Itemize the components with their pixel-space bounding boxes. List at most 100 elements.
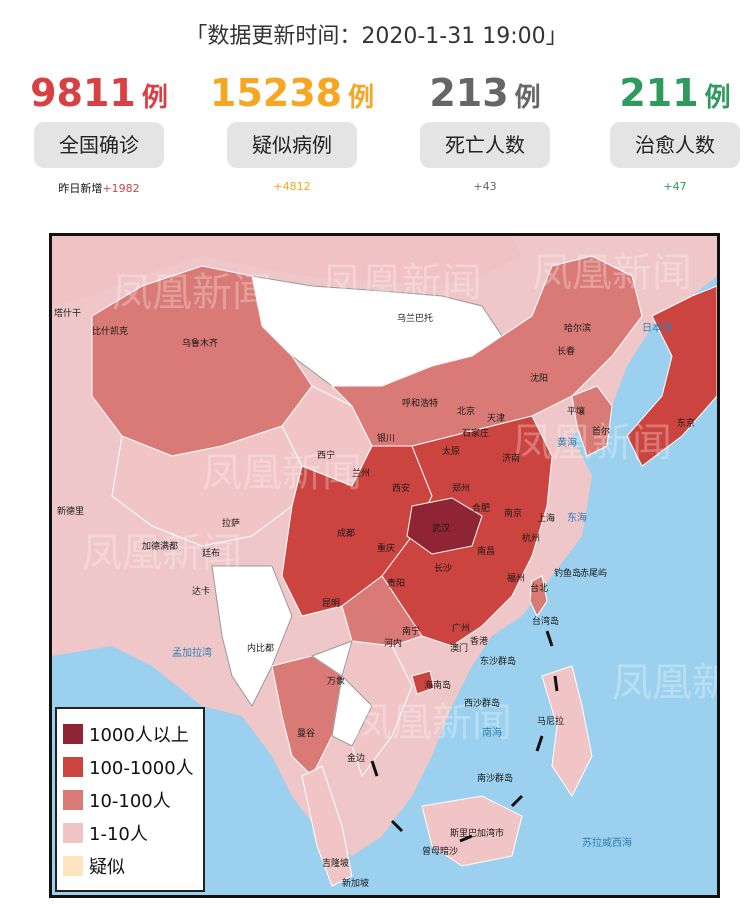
sea-east-china: 东海 [567, 511, 587, 524]
taiwan-region [529, 575, 548, 618]
city-pyongyang: 平壤 [567, 405, 585, 417]
japan-region [626, 285, 717, 467]
sea-bengal: 孟加拉湾 [172, 646, 212, 659]
stat-recovered-value: 211 例 [590, 68, 753, 118]
confirmed-delta: 昨日新增+1982 [14, 180, 184, 196]
legend-item: 10-100人 [63, 783, 197, 816]
island-zengmu: 曾母暗沙 [422, 845, 458, 857]
legend-swatch [63, 789, 83, 810]
nine-dash-line [370, 630, 559, 843]
deaths-delta-value: +43 [473, 180, 497, 193]
korea-region [571, 385, 613, 457]
legend-label: 疑似 [89, 856, 125, 878]
recovered-unit: 例 [704, 83, 731, 113]
island-dongsha: 东沙群岛 [480, 655, 516, 667]
city-chengdu: 成都 [337, 527, 355, 539]
sea-sulawesi: 苏拉威西海 [582, 836, 632, 849]
city-taipei: 台北 [530, 582, 548, 594]
china-hubei [406, 497, 483, 555]
island-hainan: 海南岛 [424, 679, 451, 691]
legend-label: 100-1000人 [89, 757, 194, 779]
confirmed-button[interactable]: 全国确诊 [34, 122, 164, 168]
city-thimphu: 廷布 [202, 547, 220, 559]
legend-label: 1-10人 [89, 823, 148, 845]
sea-japan: 日本海 [642, 321, 672, 334]
city-vientiane: 万象 [327, 675, 345, 687]
island-xisha: 西沙群岛 [464, 697, 500, 709]
map-svg: 凤凰新闻 凤凰新闻 凤凰新闻 凤凰新闻 凤凰新闻 凤凰新闻 凤凰新闻 凤凰新闻 … [52, 236, 717, 889]
sea-south-china: 南海 [482, 726, 502, 739]
city-hangzhou: 杭州 [522, 532, 540, 544]
confirmed-unit: 例 [141, 83, 168, 113]
epidemic-map: 凤凰新闻 凤凰新闻 凤凰新闻 凤凰新闻 凤凰新闻 凤凰新闻 凤凰新闻 凤凰新闻 … [49, 233, 720, 898]
philippines-region [541, 665, 593, 797]
city-kunming: 昆明 [322, 598, 340, 609]
city-hefei: 合肥 [472, 502, 490, 514]
city-zhengzhou: 郑州 [452, 482, 470, 494]
city-hanoi: 河内 [384, 637, 402, 649]
city-hohhot: 呼和浩特 [402, 397, 438, 409]
sea-labels: 日本海 黄海 东海 南海 孟加拉湾 苏拉威西海 [172, 321, 672, 849]
city-changchun: 长春 [557, 345, 575, 357]
city-lhasa: 拉萨 [222, 517, 240, 529]
city-lanzhou: 兰州 [352, 467, 370, 479]
city-xian: 西安 [392, 482, 410, 494]
recovered-button[interactable]: 治愈人数 [610, 122, 740, 168]
map-legend: 1000人以上 100-1000人 10-100人 1-10人 疑似 [55, 707, 205, 892]
deaths-button[interactable]: 死亡人数 [420, 122, 550, 168]
watermark-6: 凤凰新闻 [82, 530, 242, 576]
stat-confirmed: 9811 例 全国确诊 昨日新增+1982 [14, 68, 184, 196]
stats-row: 9811 例 全国确诊 昨日新增+1982 15238 例 疑似病例 +4812 2… [0, 68, 753, 198]
confirmed-delta-value: +1982 [102, 182, 140, 195]
island-nansha: 南沙群岛 [477, 772, 513, 784]
city-seoul: 首尔 [592, 425, 610, 437]
island-chiwei: 赤尾屿 [580, 568, 607, 579]
city-hongkong: 香港 [470, 635, 488, 647]
legend-label: 10-100人 [89, 790, 171, 812]
recovered-count: 211 [619, 71, 699, 115]
city-labels: 乌鲁木齐 乌兰巴托 呼和浩特 北京 天津 石家庄 太原 济南 郑州 西安 兰州 … [54, 307, 695, 889]
city-bishkek: 比什凯克 [92, 325, 128, 337]
city-kualalumpur: 吉隆坡 [322, 857, 349, 869]
city-chongqing: 重庆 [377, 542, 395, 554]
city-bandar-seri-begawan: 斯里巴加湾市 [450, 827, 504, 839]
city-tokyo: 东京 [677, 417, 695, 429]
hainan-region [411, 670, 435, 695]
watermark-8: 凤凰新闻 [352, 700, 512, 746]
deaths-delta: +43 [400, 180, 570, 193]
legend-label: 1000人以上 [89, 724, 189, 746]
watermark-3: 凤凰新闻 [532, 250, 692, 296]
stat-confirmed-value: 9811 例 [14, 68, 184, 118]
city-phnompenh: 金边 [347, 752, 365, 764]
city-singapore: 新加坡 [342, 877, 369, 889]
city-dhaka: 达卡 [192, 585, 210, 597]
laos-cambodia-region [310, 640, 373, 747]
legend-swatch [63, 822, 83, 843]
city-changsha: 长沙 [434, 562, 452, 574]
city-bangkok: 曼谷 [297, 728, 315, 739]
legend-item: 100-1000人 [63, 750, 197, 783]
city-shijiazhuang: 石家庄 [462, 427, 489, 439]
watermark-5: 凤凰新闻 [512, 420, 672, 466]
sea-yellow: 黄海 [557, 436, 577, 449]
stat-recovered: 211 例 治愈人数 +47 [590, 68, 753, 193]
deaths-count: 213 [429, 71, 509, 115]
recovered-delta: +47 [590, 180, 753, 193]
update-time: 「数据更新时间：2020-1-31 19:00」 [185, 24, 568, 49]
watermarks: 凤凰新闻 凤凰新闻 凤凰新闻 凤凰新闻 凤凰新闻 凤凰新闻 凤凰新闻 凤凰新闻 [82, 250, 717, 746]
city-harbin: 哈尔滨 [564, 322, 591, 334]
suspected-button[interactable]: 疑似病例 [227, 122, 357, 168]
legend-swatch [63, 855, 83, 876]
city-beijing: 北京 [457, 405, 475, 417]
legend-item: 疑似 [63, 849, 197, 882]
stat-suspected-value: 15238 例 [207, 68, 377, 118]
suspected-delta-value: +4812 [273, 180, 311, 193]
city-fuzhou: 福州 [507, 572, 525, 584]
city-tianjin: 天津 [487, 413, 505, 424]
island-diaoyu: 钓鱼岛 [554, 567, 581, 579]
legend-swatch [63, 723, 83, 744]
russia-region [52, 236, 522, 306]
deaths-unit: 例 [514, 83, 541, 113]
watermark-7: 凤凰新闻 [612, 660, 717, 706]
